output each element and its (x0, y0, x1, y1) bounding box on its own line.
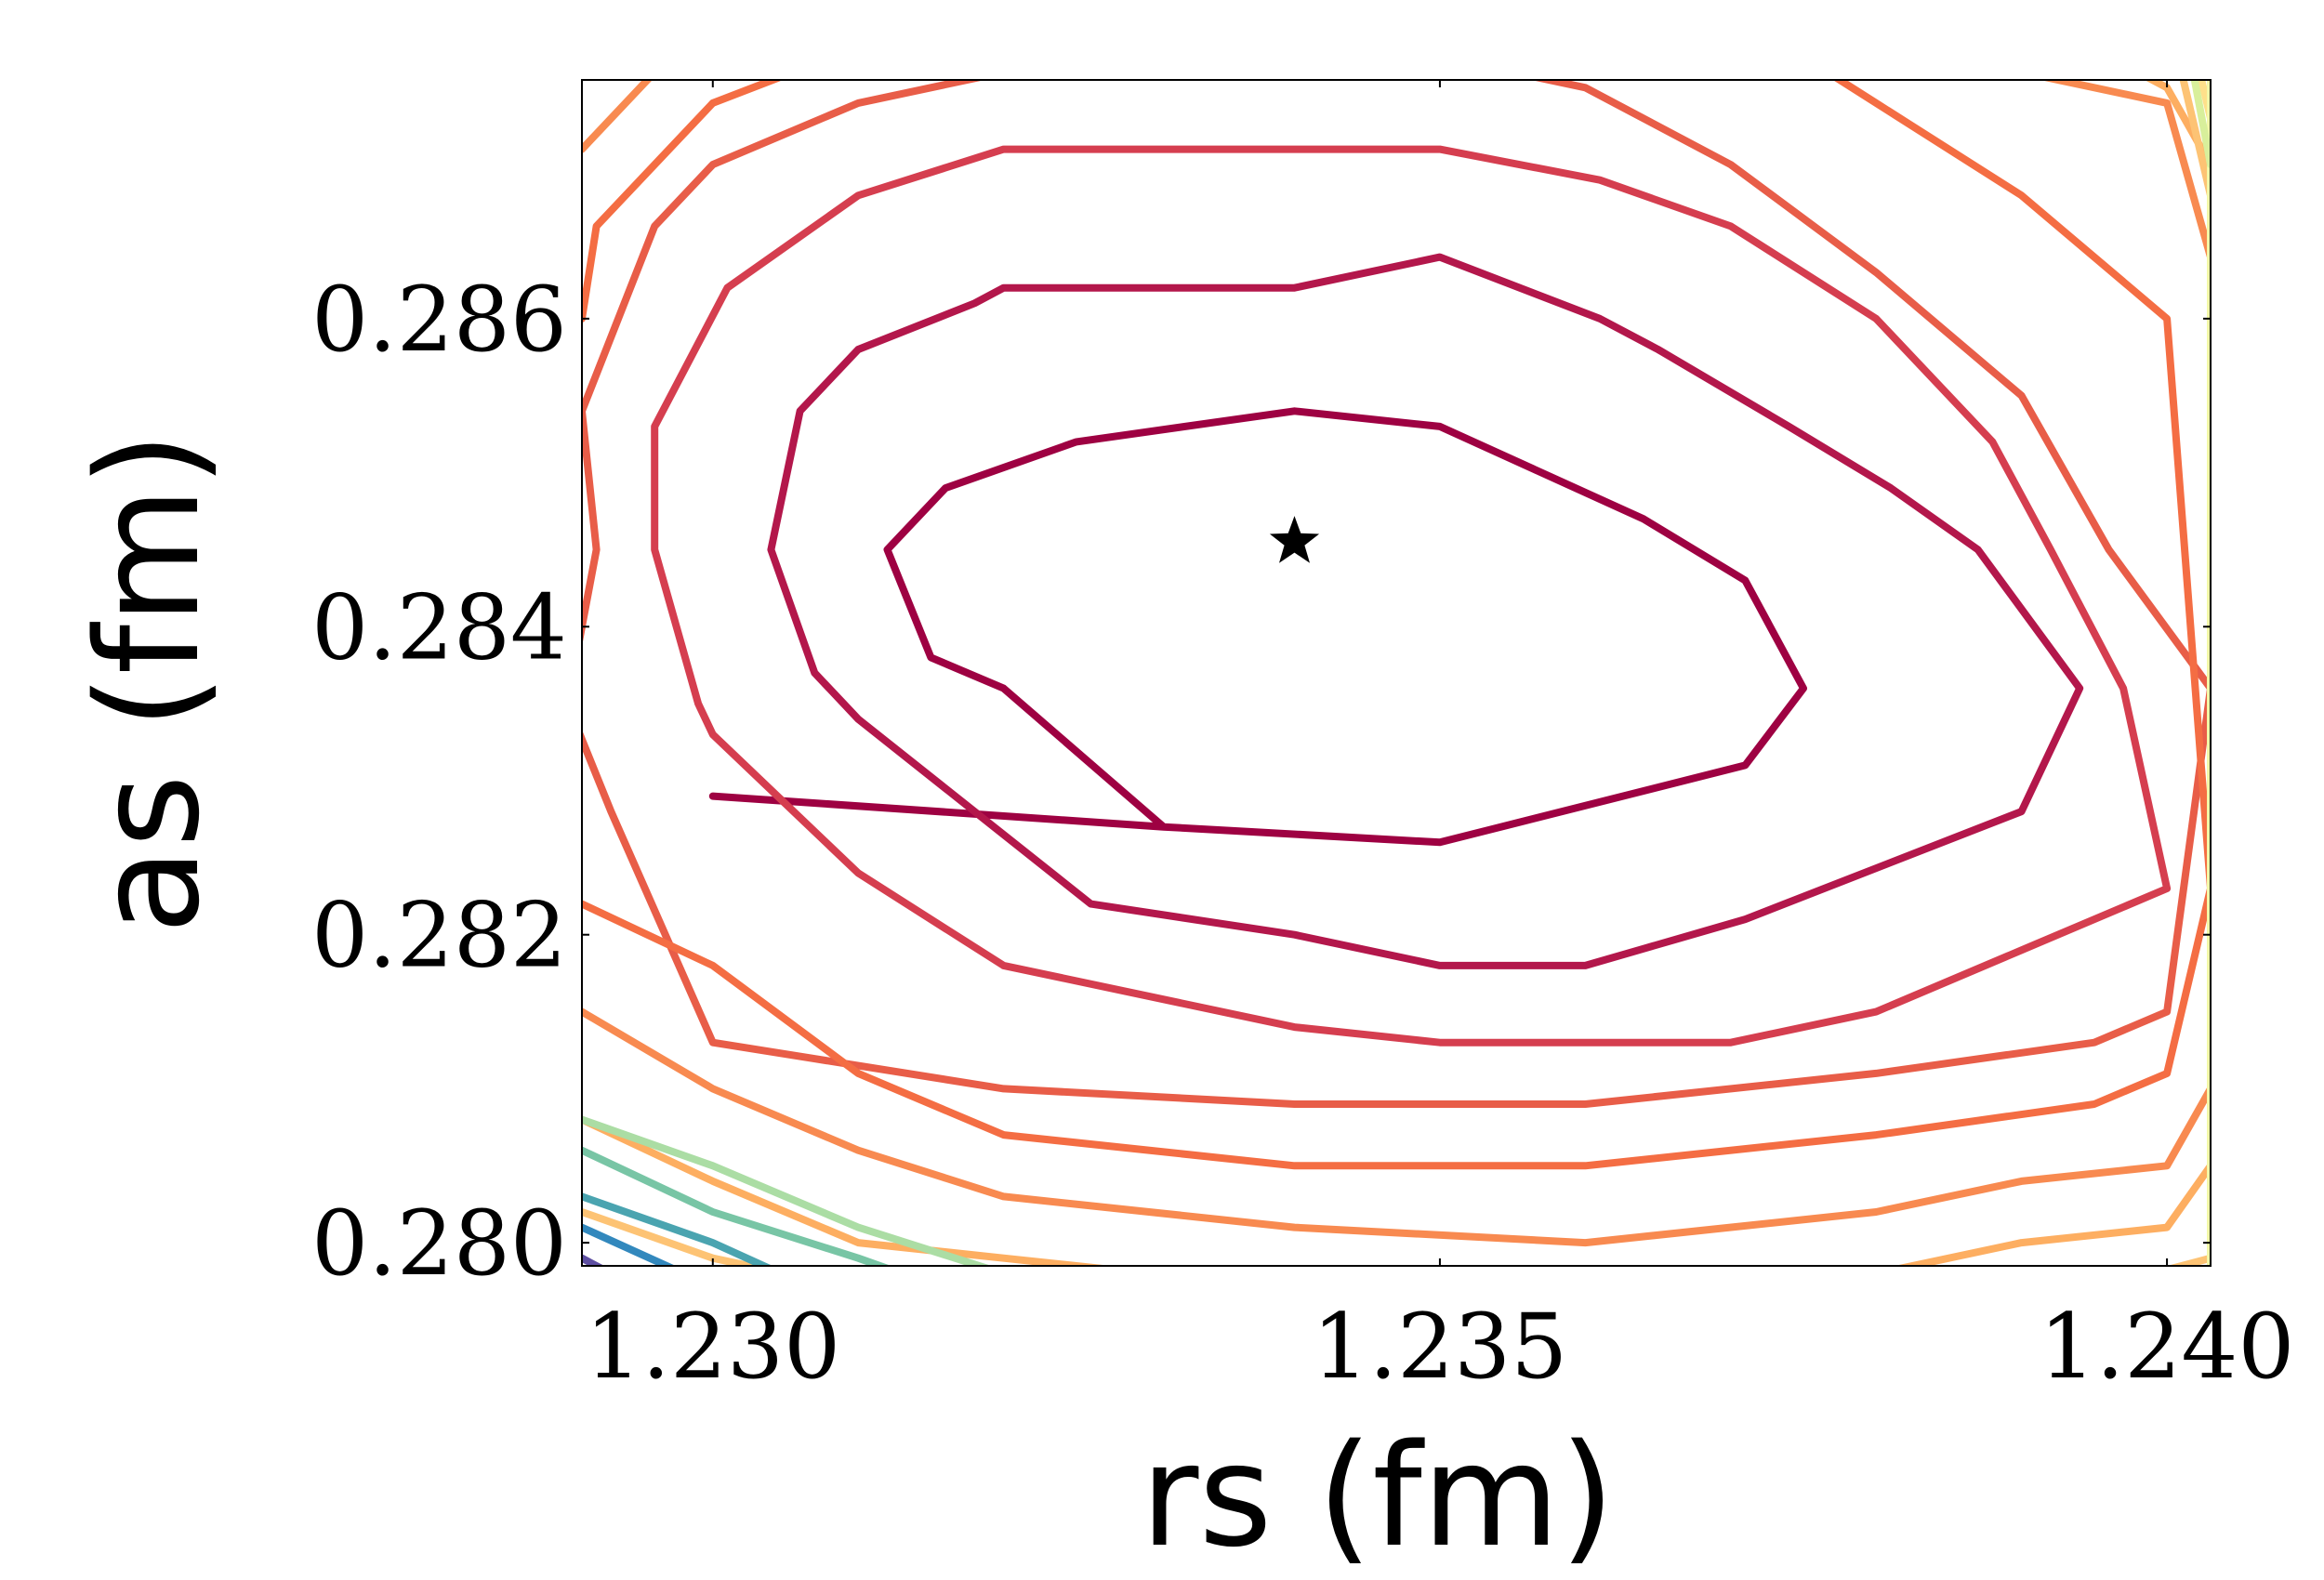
contour-level-14 (582, 1192, 773, 1266)
x-tick-label-0: 1.230 (585, 1295, 840, 1399)
x-tick-label-1: 1.235 (1313, 1295, 1568, 1399)
contour-level-3 (582, 80, 2211, 1108)
plot-frame (581, 79, 2212, 1267)
x-axis-label: rs (fm) (1141, 1414, 1615, 1578)
contour-level-16 (582, 1254, 605, 1266)
contour-level-0 (708, 407, 1807, 847)
y-tick-label-0: 0.280 (311, 1192, 567, 1296)
contour-level-11 (2190, 80, 2211, 169)
y-tick-label-2: 0.284 (311, 575, 567, 679)
y-tick-label-1: 0.282 (311, 884, 567, 988)
contour-level-1 (767, 253, 2084, 969)
contour-level-13 (582, 1146, 891, 1266)
contour-level-2 (651, 145, 2172, 1047)
minimum-marker-layer (1269, 516, 1320, 563)
x-tick-label-2: 1.240 (2040, 1295, 2295, 1399)
contour-level-15 (582, 1223, 676, 1266)
contour-level-12 (582, 1115, 992, 1266)
contour-level-9 (2207, 80, 2211, 1266)
y-tick-label-3: 0.286 (311, 268, 567, 372)
contour-level-6 (582, 80, 2211, 1266)
contour-lines (582, 80, 2211, 1266)
minimum-star-marker (1269, 516, 1320, 563)
axis-ticks: 1.230 1.235 1.240 0.280 0.282 0.284 0.286 (311, 80, 2294, 1399)
contour-level-5 (582, 80, 2211, 1247)
y-axis-label: as (fm) (66, 432, 231, 935)
contour-level-4 (582, 80, 2211, 1170)
